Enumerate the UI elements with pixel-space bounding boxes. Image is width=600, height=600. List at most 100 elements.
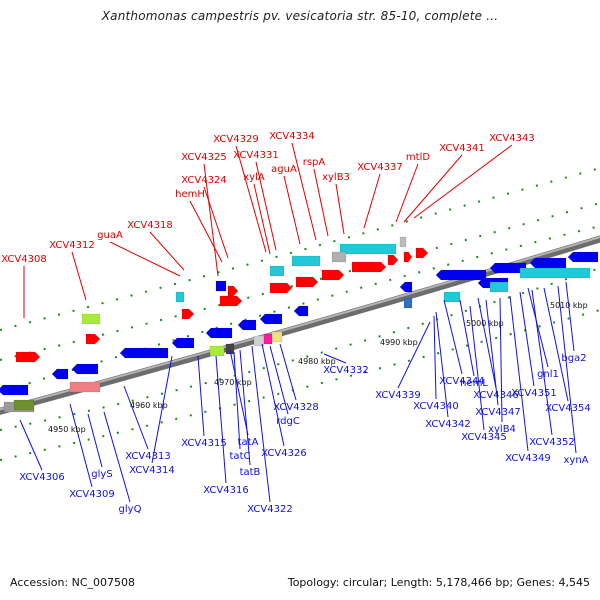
gene-label-xylb4[interactable]: xylB4 xyxy=(488,424,516,435)
gene-label-xyna[interactable]: xynA xyxy=(563,455,588,466)
reverse-gene-19[interactable] xyxy=(237,319,257,331)
gene-label-xcv4346[interactable]: XCV4346 xyxy=(473,390,518,401)
leader-line-xcv4312 xyxy=(71,251,87,301)
gene-label-mtld[interactable]: mtlD xyxy=(406,152,430,163)
gene-label-tatb[interactable]: tatB xyxy=(240,467,261,478)
cyan-gene-5[interactable] xyxy=(489,281,509,293)
gene-label-xcv4318[interactable]: XCV4318 xyxy=(127,220,172,231)
reverse-gene-17[interactable] xyxy=(171,337,195,349)
gene-label-heml[interactable]: hemL xyxy=(460,378,488,389)
gene-label-glys[interactable]: glyS xyxy=(91,469,112,480)
gene-label-xcv4343[interactable]: XCV4343 xyxy=(489,133,534,144)
forward-gene-6[interactable] xyxy=(295,276,319,288)
forward-gene-5[interactable] xyxy=(269,282,293,294)
gene-features[interactable] xyxy=(0,236,599,413)
reverse-gene-21[interactable] xyxy=(293,305,309,317)
gene-label-xcv4334[interactable]: XCV4334 xyxy=(269,131,314,142)
cyan-gene-7[interactable] xyxy=(175,291,185,303)
gene-label-xcv4345[interactable]: XCV4345 xyxy=(461,432,506,443)
olive-gene-1[interactable] xyxy=(13,399,35,411)
gene-label-hemh[interactable]: hemH xyxy=(175,189,205,200)
gene-label-xcv4344[interactable]: XCV4344 xyxy=(439,376,484,387)
pink-gene-1[interactable] xyxy=(69,381,101,393)
forward-gene-1[interactable] xyxy=(15,351,41,363)
gene-label-xcv4314[interactable]: XCV4314 xyxy=(129,465,174,476)
gene-label-xcv4306[interactable]: XCV4306 xyxy=(19,472,64,483)
gene-label-bga2[interactable]: bga2 xyxy=(561,353,586,364)
lime-gene-2[interactable] xyxy=(209,345,225,357)
gene-label-rspa[interactable]: rspA xyxy=(303,157,326,168)
grey-gene-2[interactable] xyxy=(399,236,407,248)
cyan-gene-1[interactable] xyxy=(269,265,285,277)
forward-gene-4[interactable] xyxy=(219,295,243,307)
grey-gene-1[interactable] xyxy=(331,251,347,263)
yellow-gene-1[interactable] xyxy=(271,331,283,343)
reverse-gene-20[interactable] xyxy=(259,313,283,325)
gene-label-xcv4313[interactable]: XCV4313 xyxy=(125,451,170,462)
cyan-gene-6[interactable] xyxy=(519,267,591,279)
forward-gene-11[interactable] xyxy=(415,247,429,259)
reverse-gene-15[interactable] xyxy=(71,363,99,375)
forward-gene-12[interactable] xyxy=(227,285,239,297)
reverse-gene-16[interactable] xyxy=(119,347,169,359)
cyan-gene-4[interactable] xyxy=(443,291,461,303)
gene-label-xcv4341[interactable]: XCV4341 xyxy=(439,143,484,154)
forward-gene-8[interactable] xyxy=(351,261,387,273)
light-gene-1[interactable] xyxy=(253,335,265,347)
reverse-gene-14[interactable] xyxy=(51,368,69,380)
reverse-gene-28[interactable] xyxy=(567,251,599,263)
gene-label-xcv4328[interactable]: XCV4328 xyxy=(273,402,318,413)
reverse-gene-13[interactable] xyxy=(0,384,29,396)
gene-label-xcv4352[interactable]: XCV4352 xyxy=(529,437,574,448)
gene-label-tata[interactable]: tatA xyxy=(238,437,259,448)
gene-label-xcv4325[interactable]: XCV4325 xyxy=(181,152,226,163)
cyan-gene-2[interactable] xyxy=(291,255,321,267)
leader-line-xcv4331 xyxy=(255,161,277,251)
gene-label-xcv4339[interactable]: XCV4339 xyxy=(375,390,420,401)
dark-gene-1[interactable] xyxy=(225,343,235,355)
gene-label-xylb3[interactable]: xylB3 xyxy=(322,172,350,183)
gene-label-xcv4354[interactable]: XCV4354 xyxy=(545,403,590,414)
gene-label-xcv4309[interactable]: XCV4309 xyxy=(69,489,114,500)
gene-label-xcv4326[interactable]: XCV4326 xyxy=(261,448,306,459)
gene-label-rdgc[interactable]: rdgC xyxy=(276,416,300,427)
cyan-gene-3[interactable] xyxy=(339,243,397,255)
gene-label-xcv4332[interactable]: XCV4332 xyxy=(323,365,368,376)
gene-label-xyla[interactable]: xylA xyxy=(243,172,265,183)
gene-label-glyq[interactable]: glyQ xyxy=(119,504,142,515)
reverse-gene-24[interactable] xyxy=(435,269,487,281)
gene-label-xcv4322[interactable]: XCV4322 xyxy=(247,504,292,515)
gene-label-gnl1[interactable]: gnl1 xyxy=(537,369,559,380)
gene-label-guaa[interactable]: guaA xyxy=(97,230,123,241)
gene-label-xcv4337[interactable]: XCV4337 xyxy=(357,162,402,173)
reverse-gene-22[interactable] xyxy=(215,280,227,292)
gene-label-tatc[interactable]: tatC xyxy=(230,451,251,462)
magenta-gene-1[interactable] xyxy=(263,333,273,345)
leader-line-xcv4322 xyxy=(251,345,271,503)
gene-label-xcv4351[interactable]: XCV4351 xyxy=(511,388,556,399)
forward-gene-2[interactable] xyxy=(85,333,101,345)
gene-label-xcv4347[interactable]: XCV4347 xyxy=(475,407,520,418)
gene-label-xcv4329[interactable]: XCV4329 xyxy=(213,134,258,145)
gene-label-xcv4312[interactable]: XCV4312 xyxy=(49,240,94,251)
gene-label-xcv4308[interactable]: XCV4308 xyxy=(1,254,46,265)
steel-gene-1[interactable] xyxy=(403,297,413,309)
forward-gene-10[interactable] xyxy=(403,251,413,263)
reverse-gene-27[interactable] xyxy=(529,257,567,269)
gene-label-xcv4316[interactable]: XCV4316 xyxy=(203,485,248,496)
gene-label-agua[interactable]: aguA xyxy=(271,164,297,175)
lime-gene-1[interactable] xyxy=(81,313,101,325)
gene-label-xcv4342[interactable]: XCV4342 xyxy=(425,419,470,430)
gene-label-xcv4324[interactable]: XCV4324 xyxy=(181,175,226,186)
forward-gene-3[interactable] xyxy=(181,308,195,320)
forward-gene-9[interactable] xyxy=(387,254,399,266)
gene-label-xcv4331[interactable]: XCV4331 xyxy=(233,150,278,161)
forward-gene-7[interactable] xyxy=(321,269,345,281)
reverse-gene-18[interactable] xyxy=(205,327,233,339)
gene-label-xcv4315[interactable]: XCV4315 xyxy=(181,438,226,449)
gene-label-xcv4349[interactable]: XCV4349 xyxy=(505,453,550,464)
reverse-gene-23[interactable] xyxy=(399,281,413,293)
gene-label-xcv4340[interactable]: XCV4340 xyxy=(413,401,458,412)
